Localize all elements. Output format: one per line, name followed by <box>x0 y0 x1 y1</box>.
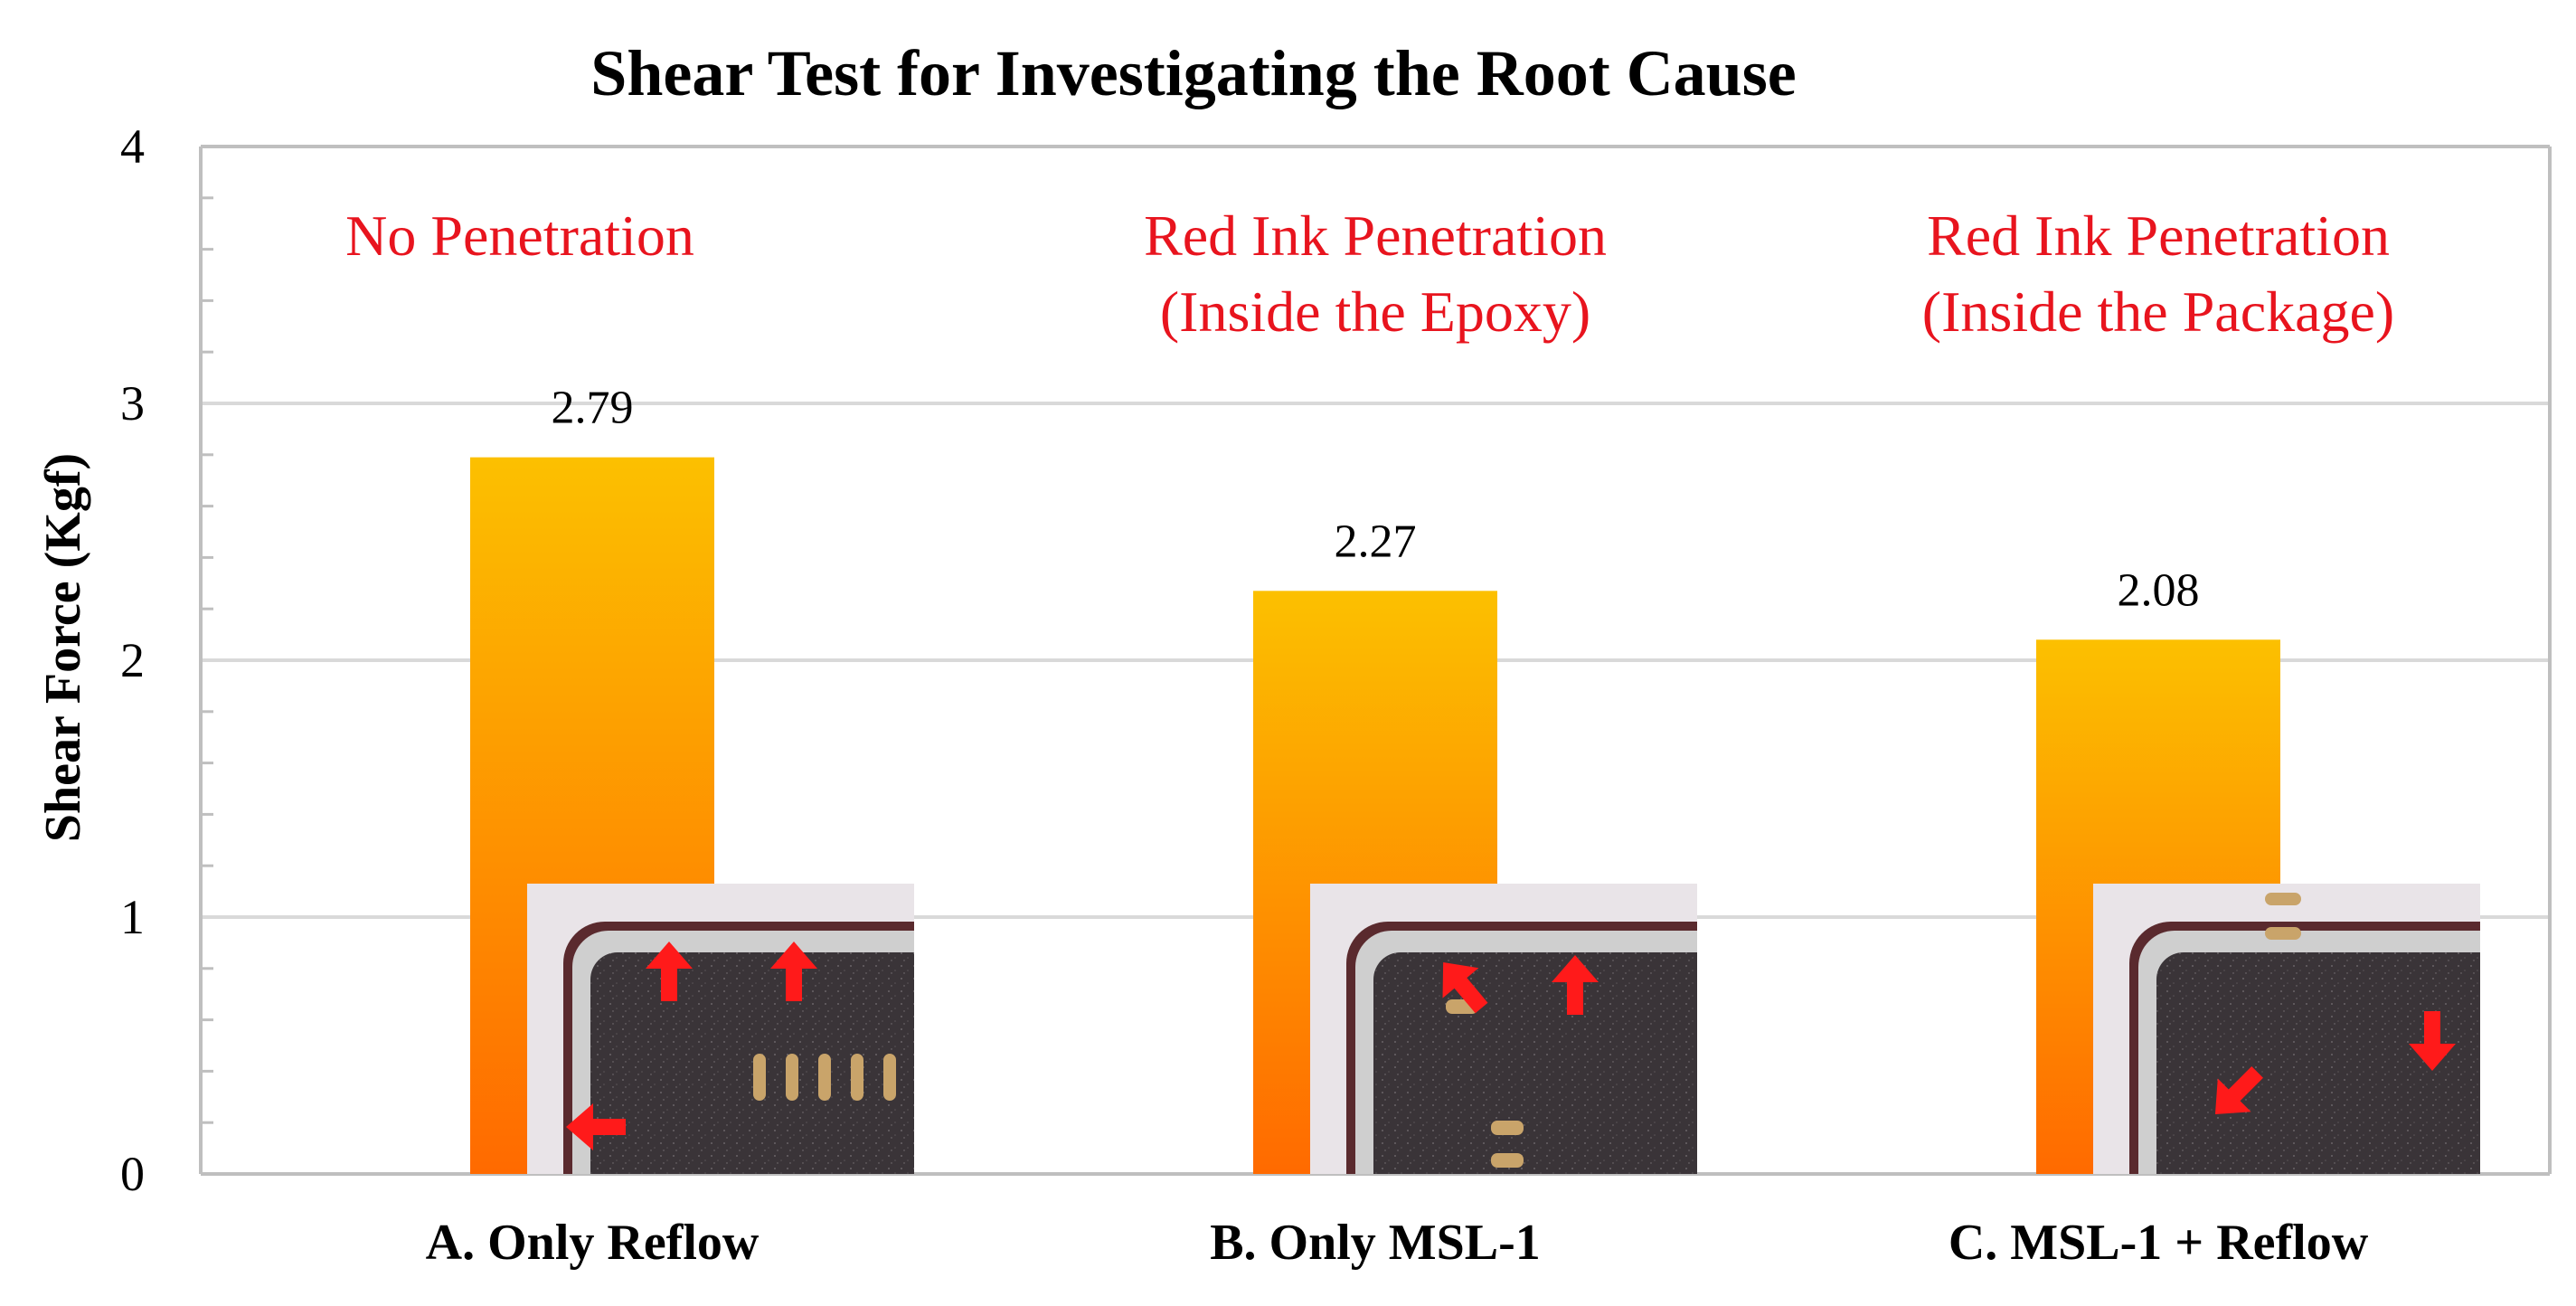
bond-pad <box>2265 927 2301 940</box>
arrow-shape <box>646 942 693 1001</box>
bond-pad <box>818 1054 831 1101</box>
bond-pad <box>1491 1121 1524 1135</box>
arrow-icon <box>2214 1066 2263 1115</box>
y-axis-label: Shear Force (Kgf) <box>35 453 91 842</box>
y-tick-label: 0 <box>120 1147 145 1201</box>
bond-pad <box>883 1054 896 1101</box>
arrow-shape <box>1442 961 1488 1014</box>
y-tick-label: 4 <box>120 119 145 174</box>
x-tick-label-1: A. Only Reflow <box>426 1215 760 1271</box>
annotation-3-line-1: Red Ink Penetration <box>1927 203 2390 268</box>
x-tick-label-3: C. MSL-1 + Reflow <box>1949 1215 2369 1271</box>
die-texture <box>590 952 914 1174</box>
arrow-icon <box>646 942 693 1001</box>
data-label-3: 2.08 <box>2118 564 2200 616</box>
arrow-icon <box>770 942 817 1001</box>
arrow-shape <box>1552 955 1599 1015</box>
inset-photo-2 <box>1310 884 1697 1174</box>
data-label-2: 2.27 <box>1335 516 1417 567</box>
inset-photo-3 <box>2093 884 2480 1174</box>
arrow-shape <box>566 1103 626 1150</box>
arrow-shape <box>2214 1066 2263 1115</box>
bond-pad <box>1491 1153 1524 1168</box>
labels: 0 1 2 3 4 2.79 A. Only Reflow No Penetration 2.2… <box>120 119 2394 1271</box>
inset-photo-content <box>527 884 914 1174</box>
y-minor-ticks <box>201 196 213 1124</box>
arrow-icon <box>1552 955 1599 1015</box>
x-tick-label-2: B. Only MSL-1 <box>1210 1215 1541 1271</box>
annotation-2-line-2: (Inside the Epoxy) <box>1160 279 1590 344</box>
annotation-3-line-2: (Inside the Package) <box>1922 279 2394 344</box>
annotation-1-line-1: No Penetration <box>345 203 694 268</box>
inset-photo-content <box>2093 884 2480 1174</box>
y-tick-label: 2 <box>120 633 145 687</box>
bond-pad <box>753 1054 766 1101</box>
die-texture <box>2156 952 2480 1174</box>
data-label-1: 2.79 <box>552 383 634 434</box>
inset-photo-content <box>1310 884 1697 1174</box>
chart-title: Shear Test for Investigating the Root Ca… <box>590 37 1796 109</box>
bond-pad <box>2265 893 2301 905</box>
inset-photo-1 <box>527 884 914 1174</box>
bond-pad <box>851 1054 863 1101</box>
bond-pad <box>786 1054 798 1101</box>
arrow-shape <box>2409 1011 2456 1071</box>
y-tick-label: 3 <box>120 376 145 431</box>
arrow-icon <box>566 1103 626 1150</box>
y-tick-label: 1 <box>120 890 145 944</box>
annotation-2-line-1: Red Ink Penetration <box>1144 203 1607 268</box>
arrow-icon <box>2409 1011 2456 1071</box>
photos <box>527 884 2480 1174</box>
arrow-icon <box>1442 961 1488 1014</box>
arrow-shape <box>770 942 817 1001</box>
